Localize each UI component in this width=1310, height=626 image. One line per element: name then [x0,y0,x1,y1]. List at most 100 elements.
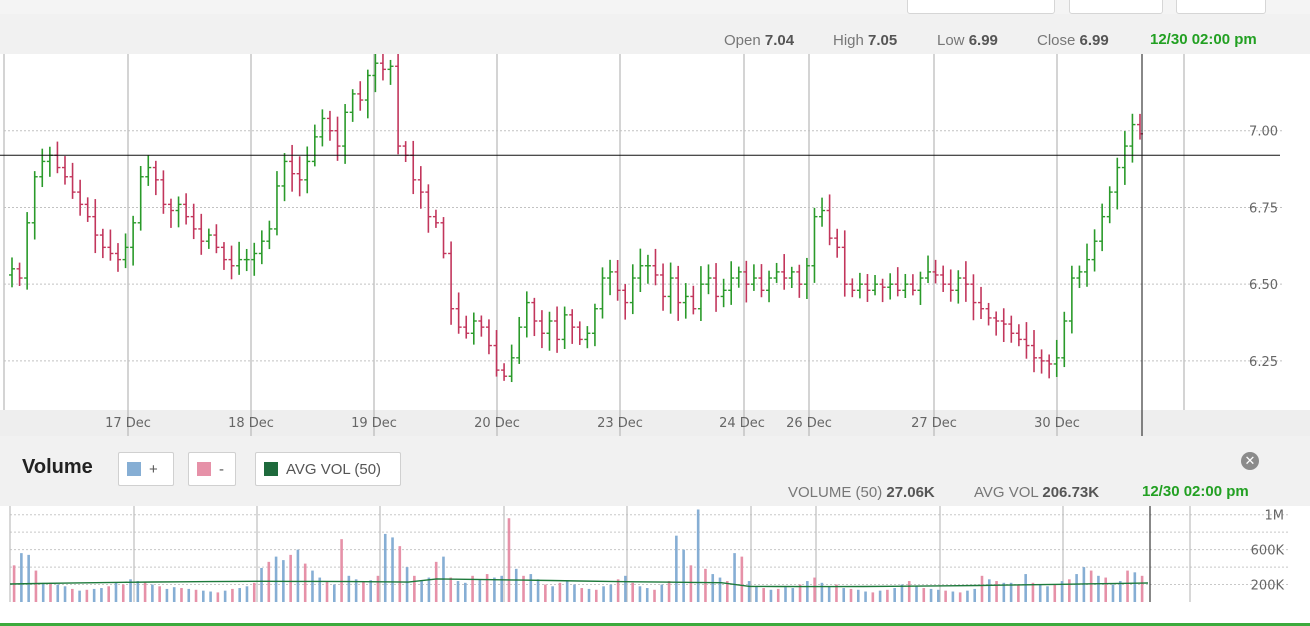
volume-bar [333,584,336,602]
volume-bar [740,556,744,602]
ohlc-bar [167,198,174,228]
open-stat: Open 7.04 [724,32,795,49]
ohlc-bar [130,215,137,266]
volume-plot-area [10,506,1190,602]
volume-bar [449,577,453,602]
ohlc-bar [788,266,795,289]
volume-bar [747,581,751,602]
ohlc-bar [1008,315,1015,343]
ohlc-bar [803,257,810,299]
close-icon[interactable]: ✕ [1241,452,1259,470]
ohlc-bar [107,229,114,261]
date-tick-label: 24 Dec [719,416,765,431]
ohlc-bar [379,54,386,81]
ohlc-bar [947,269,954,302]
ohlc-bar [894,267,901,297]
volume-bar [260,567,263,602]
ohlc-bar [160,170,167,214]
volume-tick-label: 200K [1251,579,1285,594]
ohlc-bar [478,315,485,337]
volume-bar [1118,581,1122,602]
ohlc-bar [243,248,250,272]
ohlc-bar [16,262,23,287]
ohlc-bar [849,278,856,298]
ohlc-bar [1114,157,1121,210]
ohlc-bar [281,153,288,202]
ohlc-bar [705,264,712,295]
volume-bar [318,577,322,602]
volume-bar [522,575,525,602]
ohlc-bar [796,264,803,298]
ohlc-bar [304,146,311,194]
ohlc-bar [773,262,780,283]
ohlc-bar [205,228,212,249]
ohlc-bar [864,274,871,302]
volume-bar [34,570,38,602]
legend-volume-up[interactable]: + [118,452,174,486]
volume-bar [1046,586,1049,602]
ohlc-bar [1061,311,1068,368]
price-timestamp: 12/30 02:00 pm [1150,31,1257,48]
ohlc-bar [667,262,674,314]
volume-bar [238,588,241,602]
price-tick-label: 6.75 [1249,201,1278,216]
ohlc-bar [758,264,765,298]
ohlc-bar [940,265,947,292]
ohlc-bar [985,302,992,326]
volume-bar [172,587,176,602]
volume-bar [645,588,649,602]
volume-bar [973,588,977,602]
volume-bar [1111,584,1115,602]
ohlc-bar [152,160,159,196]
ohlc-bar [372,54,379,93]
ohlc-bar [1084,243,1091,287]
ohlc-bar [917,271,924,305]
legend-down-label: - [219,460,224,478]
volume-bar [755,586,758,602]
ohlc-bar [1099,203,1106,252]
ohlc-bar [175,196,182,228]
volume-bar [529,574,533,602]
ohlc-bar [811,207,818,283]
ohlc-bar [841,230,848,297]
range-select[interactable] [907,0,1055,14]
volume-bar [216,592,220,602]
ohlc-bar [516,316,523,364]
volume-bar [551,586,554,602]
volume-bar [1133,572,1137,602]
ohlc-bar [637,248,644,293]
close-stat: Close 6.99 [1037,32,1109,49]
volume-bar [354,579,358,602]
ohlc-bar [1031,330,1038,373]
volume-bar [966,590,969,602]
legend-avg-vol[interactable]: AVG VOL (50) [255,452,401,486]
volume-bar [121,584,125,602]
volume-bar [245,586,249,602]
volume-bar [325,581,329,602]
volume-bar [1002,582,1006,602]
ohlc-bar [569,309,576,344]
ohlc-bar [531,297,538,337]
ohlc-bar [925,255,932,284]
price-tick-label: 6.50 [1249,278,1278,293]
volume-bar [856,589,860,602]
ohlc-bar [652,248,659,286]
volume-bar [864,591,867,602]
price-tick-label: 6.25 [1249,355,1278,370]
volume-bar [718,577,722,602]
volume-bar [92,588,96,602]
price-chart[interactable]: 7.00 6.75 6.50 6.25 17 Dec 18 Dec 19 Dec 20 Dec… [0,54,1310,436]
ohlc-bar [697,266,704,321]
volume-bar [907,581,911,602]
zoom-controls[interactable] [1176,0,1266,14]
volume-bar [456,581,460,602]
ohlc-bar [932,259,939,284]
legend-avg-label: AVG VOL (50) [286,460,382,478]
volume-bar [20,553,23,602]
legend-volume-down[interactable]: - [188,452,236,486]
ohlc-bar [538,310,545,349]
low-stat: Low 6.99 [937,32,998,49]
ohlc-bar [856,272,863,299]
interval-select[interactable] [1069,0,1163,14]
volume-chart[interactable]: 1M 600K 200K [0,506,1310,616]
